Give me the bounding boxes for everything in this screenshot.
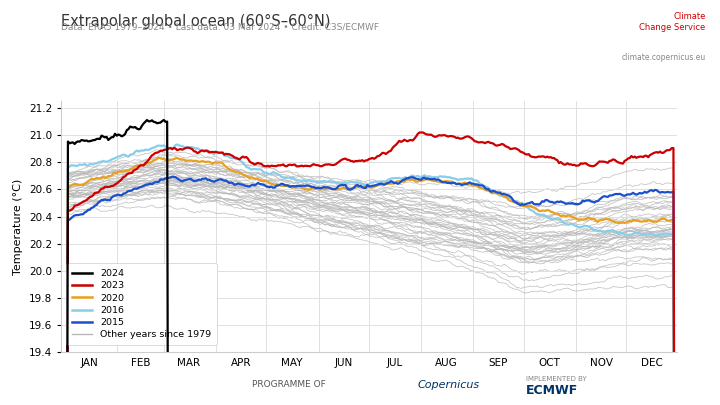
Line: 2015: 2015 (65, 177, 677, 405)
2020 (646, 218, 654, 223)
2015 (587, 199, 595, 204)
2024 (132, 126, 141, 131)
2015 (309, 184, 318, 189)
2020 (230, 169, 239, 174)
2024 (89, 138, 97, 143)
Text: ECMWF: ECMWF (526, 384, 578, 397)
2016 (173, 142, 181, 147)
2023 (418, 130, 427, 135)
Legend: 2024, 2023, 2020, 2016, 2015, Other years since 1979: 2024, 2023, 2020, 2016, 2015, Other year… (66, 263, 217, 345)
Line: 2016: 2016 (65, 145, 677, 405)
Y-axis label: Temperature (°C): Temperature (°C) (14, 179, 23, 275)
2015 (192, 179, 200, 183)
2016 (306, 179, 315, 183)
2024 (163, 119, 171, 124)
Line: 2020: 2020 (65, 158, 677, 405)
2015 (646, 188, 654, 193)
2020 (309, 186, 318, 191)
Text: climate.copernicus.eu: climate.copernicus.eu (621, 53, 706, 62)
Text: Climate
Change Service: Climate Change Service (639, 12, 706, 32)
Text: IMPLEMENTED BY: IMPLEMENTED BY (526, 376, 586, 382)
2024 (112, 133, 121, 138)
2024 (92, 136, 101, 141)
2016 (192, 146, 200, 151)
2024 (109, 134, 117, 139)
2015 (168, 174, 176, 179)
2020 (192, 158, 200, 163)
2023 (587, 164, 595, 168)
2016 (646, 232, 654, 237)
Text: Data: ERA5 1979–2024 • Last data: 03 Mar 2024 • Credit: C3S/ECMWF: Data: ERA5 1979–2024 • Last data: 03 Mar… (61, 22, 379, 31)
Line: 2023: 2023 (65, 132, 677, 405)
2016 (587, 225, 595, 230)
2020 (154, 156, 163, 160)
Text: PROGRAMME OF: PROGRAMME OF (252, 380, 325, 389)
2015 (230, 182, 239, 187)
Text: Copernicus: Copernicus (418, 380, 480, 390)
2023 (190, 149, 199, 154)
2023 (646, 153, 654, 158)
2016 (309, 179, 318, 184)
2015 (306, 184, 315, 189)
2020 (587, 216, 595, 221)
Text: Extrapolar global ocean (60°S–60°N): Extrapolar global ocean (60°S–60°N) (61, 14, 330, 29)
2023 (228, 153, 237, 158)
2023 (304, 164, 312, 168)
2024 (159, 117, 168, 122)
2020 (306, 187, 315, 192)
2016 (230, 156, 239, 161)
2023 (307, 163, 316, 168)
Line: 2024: 2024 (65, 120, 169, 405)
